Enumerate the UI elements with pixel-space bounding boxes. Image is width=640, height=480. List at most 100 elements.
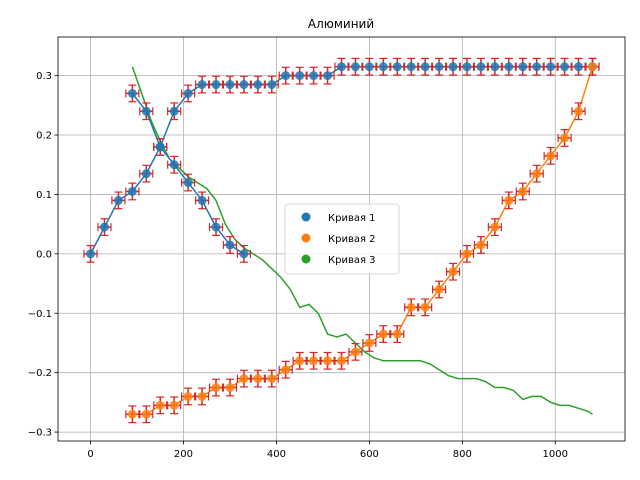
x-tick-label: 0: [87, 449, 93, 460]
series-1-point: [225, 80, 235, 90]
series-2-point: [211, 383, 221, 393]
y-tick-label: 0.0: [36, 249, 52, 260]
series-1-point: [155, 142, 165, 152]
series-2-point: [532, 169, 542, 179]
series-1-point: [574, 62, 584, 72]
legend-marker: [301, 212, 311, 222]
series-2-point: [448, 267, 458, 277]
series-1-point: [532, 62, 542, 72]
series-2-point: [490, 222, 500, 232]
series-1-point: [560, 62, 570, 72]
axes-frame: [57, 36, 626, 442]
series-2-point: [323, 356, 333, 366]
series-2-point: [253, 374, 263, 384]
series-2-point: [225, 383, 235, 393]
series-2-point: [281, 365, 291, 375]
markers: [86, 62, 597, 419]
series-1-point: [197, 80, 207, 90]
series-1-point: [392, 62, 402, 72]
series-2-point: [239, 374, 249, 384]
series-2-point: [267, 374, 277, 384]
series-2-point: [406, 302, 416, 312]
series-1-point: [211, 80, 221, 90]
y-tick-label: −0.2: [28, 368, 52, 379]
legend-label: Кривая 3: [328, 255, 376, 266]
y-tick-label: 0.2: [36, 131, 52, 142]
series-1-point: [378, 62, 388, 72]
series-1-point: [253, 80, 263, 90]
legend-marker: [301, 233, 311, 243]
legend-label: Кривая 1: [328, 213, 376, 224]
series-2-point: [587, 62, 597, 72]
series-2-point: [295, 356, 305, 366]
series-2-point: [378, 329, 388, 339]
series-1-point: [420, 62, 430, 72]
series-2-point: [476, 240, 486, 250]
series-2-point: [560, 133, 570, 143]
series-1-point: [337, 62, 346, 72]
series-2-point: [183, 391, 193, 401]
series-2-point: [574, 106, 584, 116]
series-1-point: [169, 106, 179, 116]
series-2-point: [141, 409, 151, 419]
series-1-point: [197, 195, 207, 205]
series-1-point: [141, 169, 151, 179]
series-2-point: [546, 151, 556, 161]
series-2-point: [364, 338, 374, 348]
legend-marker: [301, 254, 311, 264]
y-tick-label: 0.3: [36, 71, 52, 82]
series-2-point: [337, 356, 346, 366]
x-tick-label: 1000: [543, 449, 568, 460]
y-tick-label: −0.3: [28, 428, 52, 439]
legend-box: [284, 203, 400, 275]
series-1-point: [490, 62, 500, 72]
legend: Кривая 1 Кривая 2 Кривая 3: [284, 203, 400, 275]
ticks: 0 200 400 600 800 1000 −0.3 −0.2 −0.1 0.0 0.1 0.2 0.…: [28, 71, 568, 460]
series-2-point: [155, 400, 165, 410]
series-1-point: [309, 71, 319, 81]
series-2-point: [169, 400, 179, 410]
series-1-point: [518, 62, 528, 72]
series-1-point: [225, 240, 235, 250]
series-1-point: [141, 106, 151, 116]
x-tick-label: 800: [453, 449, 472, 460]
series-2-point: [309, 356, 319, 366]
series-1-point: [448, 62, 458, 72]
series-1-point: [406, 62, 416, 72]
legend-label: Кривая 2: [328, 234, 376, 245]
series-1-point: [350, 62, 360, 72]
series-1-point: [546, 62, 556, 72]
series-2-point: [462, 249, 472, 259]
series-line-3: [131, 66, 593, 415]
series-2-point: [518, 186, 528, 196]
chart-title: Алюминий: [308, 17, 374, 31]
series-2-point: [350, 347, 360, 357]
series-2-point: [504, 195, 514, 205]
series-2-point: [127, 409, 137, 419]
series-1-point: [99, 222, 109, 232]
errorbar: [459, 244, 475, 263]
x-tick-label: 400: [267, 449, 286, 460]
plot-area: [83, 57, 600, 424]
series-1-point: [127, 186, 137, 196]
series-1-point: [267, 80, 277, 90]
series-1-point: [183, 88, 193, 98]
series-1-point: [504, 62, 514, 72]
series-1-point: [364, 62, 374, 72]
series-line-2: [132, 66, 594, 416]
y-tick-label: 0.1: [36, 190, 52, 201]
series-1-point: [113, 195, 123, 205]
series-1-point: [295, 71, 305, 81]
series-1-point: [183, 178, 193, 188]
series-1-point: [127, 88, 137, 98]
series-1-point: [323, 71, 333, 81]
series-1-point: [462, 62, 472, 72]
series-1-point: [211, 222, 221, 232]
series-2-point: [392, 329, 402, 339]
series-2-point: [420, 302, 430, 312]
series-1-point: [434, 62, 444, 72]
series-2-point: [434, 285, 444, 294]
y-tick-label: −0.1: [28, 309, 52, 320]
series-1-point: [169, 160, 179, 170]
